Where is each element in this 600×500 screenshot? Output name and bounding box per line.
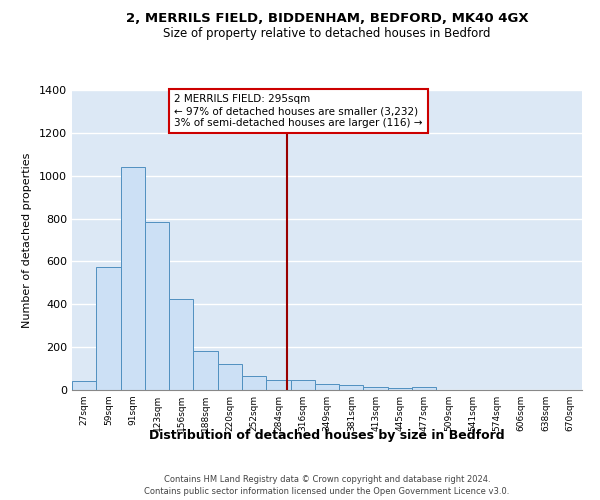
Text: Size of property relative to detached houses in Bedford: Size of property relative to detached ho…	[163, 28, 491, 40]
Bar	[364, 387, 388, 390]
Bar	[290, 380, 315, 390]
Bar	[315, 384, 339, 390]
Bar	[96, 267, 121, 390]
Y-axis label: Number of detached properties: Number of detached properties	[22, 152, 32, 328]
Text: 2 MERRILS FIELD: 295sqm
← 97% of detached houses are smaller (3,232)
3% of semi-: 2 MERRILS FIELD: 295sqm ← 97% of detache…	[174, 94, 422, 128]
Bar	[218, 364, 242, 390]
Text: Contains public sector information licensed under the Open Government Licence v3: Contains public sector information licen…	[145, 486, 509, 496]
Bar	[242, 376, 266, 390]
Bar	[169, 299, 193, 390]
Bar	[72, 382, 96, 390]
Bar	[266, 380, 290, 390]
Bar	[193, 352, 218, 390]
Text: Contains HM Land Registry data © Crown copyright and database right 2024.: Contains HM Land Registry data © Crown c…	[164, 476, 490, 484]
Text: 2, MERRILS FIELD, BIDDENHAM, BEDFORD, MK40 4GX: 2, MERRILS FIELD, BIDDENHAM, BEDFORD, MK…	[125, 12, 529, 26]
Bar	[145, 222, 169, 390]
Bar	[412, 387, 436, 390]
Bar	[121, 167, 145, 390]
Bar	[388, 388, 412, 390]
Text: Distribution of detached houses by size in Bedford: Distribution of detached houses by size …	[149, 428, 505, 442]
Bar	[339, 384, 364, 390]
